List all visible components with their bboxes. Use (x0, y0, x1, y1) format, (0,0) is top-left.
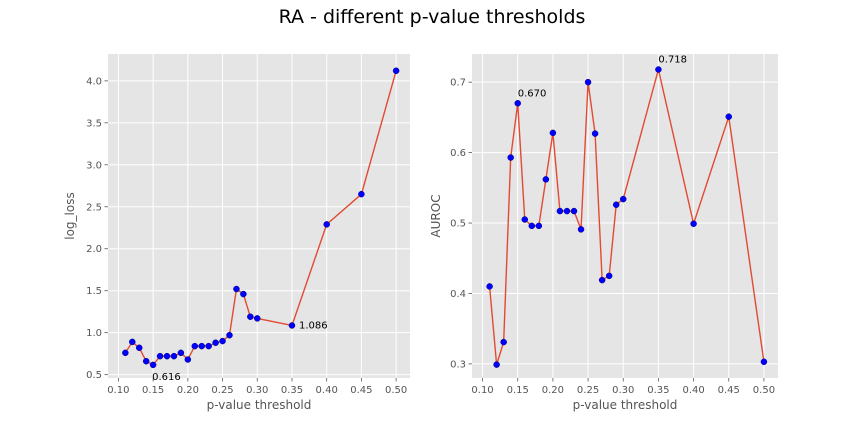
right-data-point (521, 216, 529, 223)
left-data-point (198, 342, 205, 350)
left-x-tick-label: 0.30 (246, 385, 268, 396)
left-x-tick-label: 0.20 (177, 385, 199, 396)
left-data-point (219, 337, 226, 345)
left-x-tick-label: 0.45 (350, 385, 372, 396)
left-x-tick-label: 0.15 (142, 385, 164, 396)
left-data-point (212, 339, 219, 346)
left-y-tick-label: 2.5 (86, 202, 102, 213)
right-data-point (514, 100, 521, 107)
left-data-point (288, 322, 296, 329)
right-data-point (598, 276, 606, 284)
right-x-tick-label: 0.50 (753, 385, 775, 396)
left-x-tick-label: 0.50 (385, 385, 407, 396)
right-data-point (605, 272, 613, 280)
left-data-point (358, 190, 365, 198)
right-data-point (486, 283, 493, 290)
right-x-tick-label: 0.15 (507, 385, 529, 396)
left-data-point (135, 344, 143, 352)
left-y-tick-label: 3.0 (86, 160, 102, 171)
right-data-point (725, 113, 733, 120)
right-data-point (690, 220, 697, 227)
right-data-point (507, 154, 514, 161)
left-plot-area (108, 54, 410, 378)
right-y-tick-label: 0.6 (450, 148, 466, 159)
left-x-tick-label: 0.35 (281, 385, 303, 396)
left-y-tick-label: 2.0 (86, 244, 102, 255)
left-data-point (205, 342, 212, 350)
right-y-tick-label: 0.5 (450, 219, 466, 230)
right-y-tick-label: 0.3 (450, 359, 466, 370)
right-x-tick-label: 0.25 (577, 385, 599, 396)
right-plot-area (472, 54, 778, 378)
left-data-point (122, 349, 129, 357)
left-y-tick-label: 0.5 (86, 370, 102, 381)
right-x-tick-label: 0.30 (612, 385, 634, 396)
left-data-point (226, 331, 233, 339)
left-data-point (156, 352, 164, 360)
left-data-point (129, 338, 136, 346)
right-data-point (619, 195, 627, 203)
left-y-axis-label: log_loss (63, 192, 77, 239)
left-annotation-label: 0.616 (152, 372, 181, 383)
right-x-tick-label: 0.20 (542, 385, 564, 396)
left-y-tick-label: 1.0 (86, 328, 102, 339)
left-x-tick-label: 0.40 (316, 385, 338, 396)
right-x-axis-label: p-value threshold (573, 398, 678, 412)
left-x-tick-label: 0.25 (211, 385, 233, 396)
right-data-point (570, 207, 578, 215)
left-data-point (240, 290, 247, 298)
right-series-line (488, 69, 765, 365)
left-y-tick-label: 4.0 (86, 76, 102, 87)
left-data-point (254, 315, 261, 322)
right-x-tick-label: 0.45 (718, 385, 740, 396)
right-data-point (493, 361, 500, 368)
left-data-point (170, 352, 178, 360)
left-data-point (323, 221, 330, 228)
right-y-tick-label: 0.4 (450, 289, 466, 300)
left-y-tick-label: 3.5 (86, 118, 102, 129)
right-x-tick-label: 0.40 (682, 385, 704, 396)
right-data-point (577, 226, 585, 233)
right-y-axis-label: AUROC (429, 194, 443, 237)
right-data-point (563, 207, 571, 215)
right-data-point (760, 358, 768, 366)
right-y-tick-label: 0.7 (450, 78, 466, 89)
left-data-point (163, 352, 171, 360)
left-data-point (247, 313, 254, 320)
right-data-point (655, 66, 662, 73)
left-data-point (177, 349, 185, 357)
right-x-tick-label: 0.10 (471, 385, 493, 396)
right-data-point (500, 338, 507, 346)
left-x-axis-label: p-value threshold (207, 398, 312, 412)
right-data-point (542, 176, 550, 183)
figure-title: RA - different p-value thresholds (278, 6, 586, 28)
right-data-point (549, 129, 557, 137)
left-data-point (191, 342, 199, 350)
right-data-point (584, 78, 592, 86)
right-x-tick-label: 0.35 (647, 385, 669, 396)
left-data-point (233, 285, 240, 293)
left-data-point (392, 67, 400, 75)
right-data-point (535, 222, 543, 230)
right-data-point (556, 207, 564, 215)
right-data-point (612, 201, 620, 208)
left-annotation-label: 1.086 (299, 320, 328, 331)
left-x-tick-label: 0.10 (107, 385, 129, 396)
left-y-tick-label: 1.5 (86, 286, 102, 297)
left-data-point (184, 356, 192, 363)
right-data-point (591, 130, 599, 137)
right-annotation-label: 0.670 (518, 88, 547, 99)
right-annotation-label: 0.718 (658, 54, 687, 65)
left-data-point (142, 357, 150, 365)
right-data-point (528, 222, 536, 230)
left-data-point (149, 361, 157, 369)
